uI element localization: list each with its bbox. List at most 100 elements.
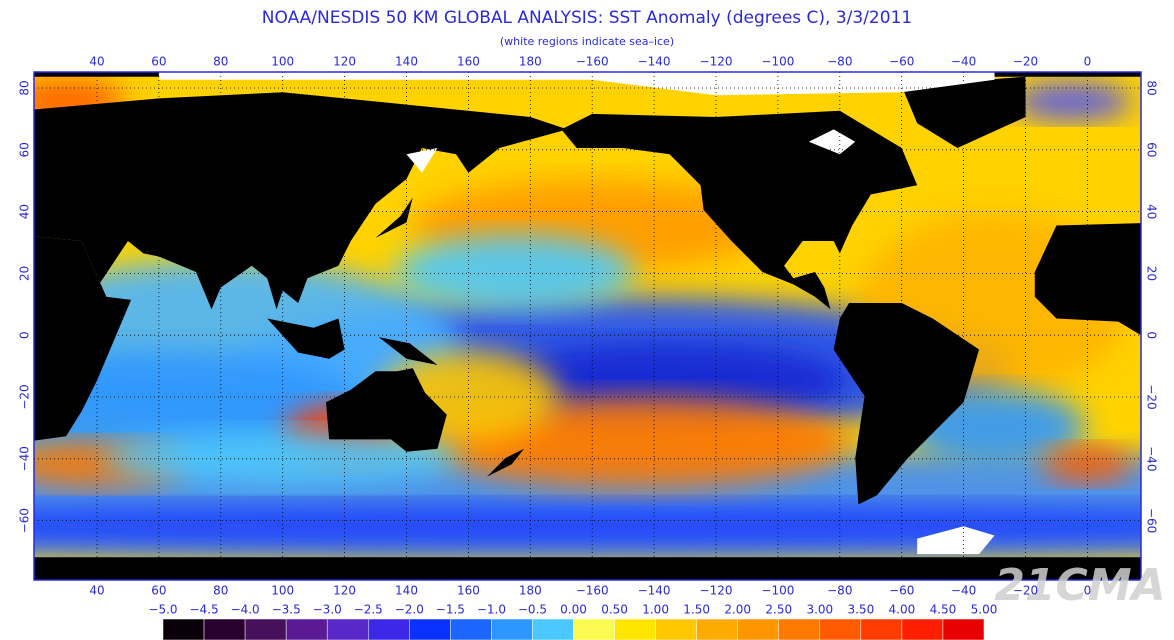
longitude-label-bottom: 100 <box>271 584 294 598</box>
colorbar-label: −3.5 <box>272 603 301 617</box>
anomaly-patch <box>489 343 850 418</box>
longitude-label-top: 180 <box>519 55 542 69</box>
land <box>34 92 568 310</box>
longitude-label-top: −120 <box>700 55 733 69</box>
longitude-label-top: 120 <box>333 55 356 69</box>
longitude-label-bottom: −20 <box>1013 584 1038 598</box>
colorbar-label: 4.00 <box>889 603 916 617</box>
subtitle: (white regions indicate sea–ice) <box>500 35 674 48</box>
sea-ice <box>406 148 438 173</box>
land <box>833 303 980 505</box>
longitude-label-top: −60 <box>889 55 914 69</box>
longitude-label-bottom: −140 <box>638 584 671 598</box>
longitude-label-top: −100 <box>761 55 794 69</box>
colorbar-label: −2.5 <box>354 603 383 617</box>
land <box>326 368 447 452</box>
longitude-label-bottom: −100 <box>761 584 794 598</box>
land <box>34 557 1141 580</box>
colorbar-label: 3.50 <box>847 603 874 617</box>
sea-ice <box>808 129 856 155</box>
longitude-label-top: 140 <box>395 55 418 69</box>
longitude-label-top: 80 <box>213 55 228 69</box>
longitude-label-bottom: 180 <box>519 584 542 598</box>
colorbar-label: 1.50 <box>683 603 710 617</box>
latitude-label-left: −20 <box>18 384 32 409</box>
colorbar-label: −3.0 <box>313 603 342 617</box>
longitude-label-top: 60 <box>151 55 166 69</box>
longitude-label-bottom: −80 <box>827 584 852 598</box>
latitude-label-left: −60 <box>18 508 32 533</box>
latitude-label-right: 80 <box>1145 80 1159 95</box>
sea-ice <box>158 72 995 96</box>
colorbar-swatch <box>614 618 656 640</box>
colorbar-label: −2.0 <box>395 603 424 617</box>
longitude-label-bottom: −40 <box>951 584 976 598</box>
latitude-label-left: −40 <box>18 446 32 471</box>
land <box>1034 223 1141 336</box>
latitude-label-left: 80 <box>18 80 32 95</box>
longitude-label-bottom: 140 <box>395 584 418 598</box>
colorbar-label: −4.5 <box>189 603 218 617</box>
latitude-label-left: 0 <box>18 331 32 339</box>
latitude-label-right: −20 <box>1145 384 1159 409</box>
latitude-label-left: 20 <box>18 266 32 281</box>
colorbar-swatch <box>573 618 615 640</box>
anomaly-patch <box>102 431 463 485</box>
colorbar-swatch <box>368 618 410 640</box>
longitude-label-bottom: 120 <box>333 584 356 598</box>
sst-map <box>34 72 1141 580</box>
longitude-label-top: −20 <box>1013 55 1038 69</box>
latitude-label-right: 20 <box>1145 266 1159 281</box>
latitude-label-left: 60 <box>18 142 32 157</box>
colorbar-swatch <box>285 618 328 640</box>
sea-ice <box>917 526 995 555</box>
land <box>561 110 918 310</box>
colorbar-swatch <box>409 618 451 640</box>
longitude-label-bottom: −160 <box>576 584 609 598</box>
colorbar-swatch <box>778 618 821 640</box>
land <box>34 236 132 441</box>
colorbar-swatch <box>244 618 287 640</box>
longitude-label-top: −40 <box>951 55 976 69</box>
colorbar-swatch <box>450 618 492 640</box>
latitude-label-right: 0 <box>1145 331 1159 339</box>
colorbar-swatch <box>942 618 985 640</box>
colorbar-label: −1.0 <box>477 603 506 617</box>
longitude-label-bottom: 40 <box>89 584 104 598</box>
anomaly-patch <box>1011 83 1132 120</box>
longitude-label-bottom: −60 <box>889 584 914 598</box>
colorbar-swatch <box>532 618 574 640</box>
colorbar-swatch <box>737 618 780 640</box>
latitude-label-right: 60 <box>1145 142 1159 157</box>
colorbar-swatch <box>162 618 205 640</box>
colorbar-label: 3.00 <box>806 603 833 617</box>
colorbar-swatch <box>819 618 862 640</box>
colorbar-label: 4.50 <box>930 603 957 617</box>
longitude-label-bottom: 0 <box>1084 584 1092 598</box>
colorbar-swatch <box>860 618 903 640</box>
colorbar-label: 0.00 <box>560 603 587 617</box>
longitude-label-top: −140 <box>638 55 671 69</box>
colorbar-label: −4.0 <box>231 603 260 617</box>
colorbar-label: 5.00 <box>971 603 998 617</box>
colorbar-swatch <box>655 618 697 640</box>
land <box>486 448 525 477</box>
colorbar-label: 1.00 <box>642 603 669 617</box>
longitude-label-top: 40 <box>89 55 104 69</box>
land <box>375 197 413 238</box>
latitude-label-right: −60 <box>1145 508 1159 533</box>
colorbar-label: −5.0 <box>148 603 177 617</box>
anomaly-patch <box>34 503 1141 549</box>
latitude-label-left: 40 <box>18 204 32 219</box>
longitude-label-top: 160 <box>457 55 480 69</box>
map-frame <box>33 71 1142 581</box>
colorbar-label: −1.5 <box>436 603 465 617</box>
colorbar-swatch <box>696 618 738 640</box>
colorbar-label: 2.50 <box>765 603 792 617</box>
colorbar-label: −0.5 <box>518 603 547 617</box>
anomaly-patch <box>394 234 635 310</box>
longitude-label-top: −80 <box>827 55 852 69</box>
colorbar-swatch <box>203 618 246 640</box>
land <box>267 318 345 359</box>
